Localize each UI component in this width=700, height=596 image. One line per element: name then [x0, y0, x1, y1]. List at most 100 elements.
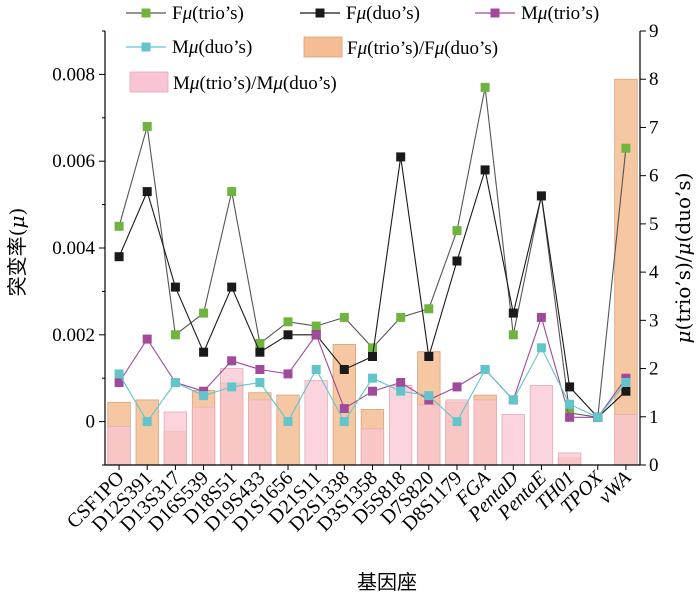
bars-layer [107, 78, 638, 466]
series-3-point-d3s1358 [368, 373, 377, 383]
series-2-point-d12s391 [142, 334, 152, 344]
series-1-point-d18s51 [227, 282, 237, 292]
x-tick-label-vwa: vWA [594, 466, 636, 508]
series-1-point-d19s433 [255, 347, 265, 357]
y-left-tick-label: 0.008 [52, 64, 95, 85]
series-0-point-d18s51 [227, 187, 237, 197]
series-3-point-d5s818 [396, 386, 406, 396]
bar-m-ratio-pentae [529, 384, 554, 466]
series-2-point-d18s51 [227, 356, 237, 366]
bar-m-ratio-th01 [557, 452, 582, 466]
series-0-point-d7s820 [424, 304, 434, 314]
series-1-point-d8s1179 [452, 256, 462, 266]
series-2-point-d19s433 [255, 365, 265, 374]
series-3-point-tpox [593, 412, 603, 422]
bar-m-ratio-d16s539 [191, 406, 216, 466]
bar-m-ratio-fga [473, 399, 497, 466]
series-3-point-d8s1179 [452, 417, 462, 427]
series-3-point-th01 [565, 399, 575, 409]
bar-m-ratio-pentad [501, 413, 525, 466]
y-left-title-text: 突变率(μ) [5, 208, 29, 297]
series-2-point-d5s818 [396, 378, 406, 387]
series-3-point-pentae [536, 343, 546, 353]
bar-m-ratio-vwa [614, 413, 638, 466]
y-right-tick-label: 0 [649, 455, 659, 476]
bar-m-ratio-d7s820 [417, 404, 441, 466]
series-3-point-d19s433 [255, 378, 265, 387]
series-3-point-d7s820 [424, 391, 434, 401]
legend-bar-label-0: Fμ(trio’s)/Fμ(duo’s) [347, 38, 498, 59]
series-0-point-d8s1179 [452, 226, 462, 236]
series-1-point-d2s1338 [339, 365, 349, 374]
series-0-point-vwa [621, 143, 631, 153]
series-3-point-fga [480, 365, 490, 374]
series-1-point-d16s539 [199, 347, 209, 357]
y-right-title-text: μ(trio’s)/μ(duo’s) [671, 173, 695, 344]
series-0-point-d5s818 [396, 312, 406, 322]
legend-label-0: Fμ(trio’s) [172, 3, 244, 24]
legend-marker-3 [141, 42, 151, 52]
series-3-point-vwa [621, 378, 631, 387]
y-right-tick-label: 3 [649, 310, 659, 331]
series-1-point-fga [480, 165, 490, 175]
series-3-point-d21s11 [311, 365, 321, 374]
y-left-tick-label: 0.006 [52, 151, 95, 172]
series-3-point-d18s51 [227, 382, 237, 392]
bar-m-ratio-d13s317 [163, 411, 188, 466]
series-3-point-pentad [508, 395, 518, 405]
series-1-point-vwa [621, 386, 631, 396]
lines-layer [114, 82, 631, 427]
bar-m-ratio-d8s1179 [445, 399, 469, 466]
bar-m-ratio-d21s11 [304, 380, 328, 466]
series-1-point-csf1po [114, 252, 124, 262]
y-right-tick-label: 6 [649, 166, 659, 187]
series-2-point-csf1po [114, 378, 124, 387]
series-2-point-d2s1338 [339, 404, 349, 414]
series-0-point-d1s1656 [283, 317, 293, 327]
legend-swatch-1 [129, 71, 169, 93]
series-3-point-csf1po [114, 369, 124, 379]
series-2-point-d1s1656 [283, 369, 293, 379]
series-1-point-pentae [536, 191, 546, 201]
legend-marker-1 [315, 8, 325, 18]
y-left-tick-label: 0 [86, 412, 96, 433]
series-1-point-d13s317 [170, 282, 180, 292]
y-axis-right-title: μ(trio’s)/μ(duo’s) [671, 173, 695, 344]
y-right-tick-label: 2 [649, 359, 659, 380]
y-left-tick-label: 0.002 [52, 325, 95, 346]
series-0-point-csf1po [114, 221, 124, 231]
series-0-point-d19s433 [255, 339, 265, 348]
series-1-point-d3s1358 [368, 352, 377, 361]
series-2-point-d3s1358 [368, 386, 377, 396]
y-right-tick-label: 1 [649, 407, 659, 428]
series-2-point-d21s11 [311, 330, 321, 340]
y-right-tick-label: 8 [649, 69, 659, 90]
series-1-point-d5s818 [396, 152, 406, 162]
bar-m-ratio-d19s433 [248, 399, 272, 466]
legend-swatch-0 [303, 36, 343, 58]
series-1-point-pentad [508, 308, 518, 318]
y-right-tick-label: 7 [649, 117, 659, 138]
series-1-point-d1s1656 [283, 330, 293, 340]
legend: Fμ(trio’s) Fμ(duo’s) Mμ(trio’s) Mμ(duo’s) Fμ… [126, 3, 599, 94]
series-0-point-d2s1338 [339, 312, 349, 322]
series-2-point-d8s1179 [452, 382, 462, 392]
series-3-point-d12s391 [142, 417, 152, 427]
legend-marker-2 [490, 8, 500, 18]
series-0-point-d12s391 [142, 122, 152, 131]
bar-f-ratio-vwa [614, 78, 638, 466]
series-3-point-d13s317 [170, 378, 180, 387]
legend-marker-0 [141, 8, 151, 18]
legend-bar-label-1: Mμ(trio’s)/Mμ(duo’s) [173, 73, 337, 94]
series-0-point-d13s317 [170, 330, 180, 340]
y-right-tick-label: 4 [649, 262, 659, 283]
legend-label-2: Mμ(trio’s) [521, 3, 599, 24]
bar-f-ratio-d12s391 [135, 399, 159, 466]
series-0-point-d21s11 [311, 321, 321, 331]
series-1-point-d7s820 [424, 352, 434, 361]
y-axis-left-title: 突变率(μ) [5, 208, 29, 297]
series-1-point-th01 [565, 382, 575, 392]
bar-m-ratio-csf1po [107, 425, 131, 466]
bar-m-ratio-d3s1358 [360, 428, 385, 466]
